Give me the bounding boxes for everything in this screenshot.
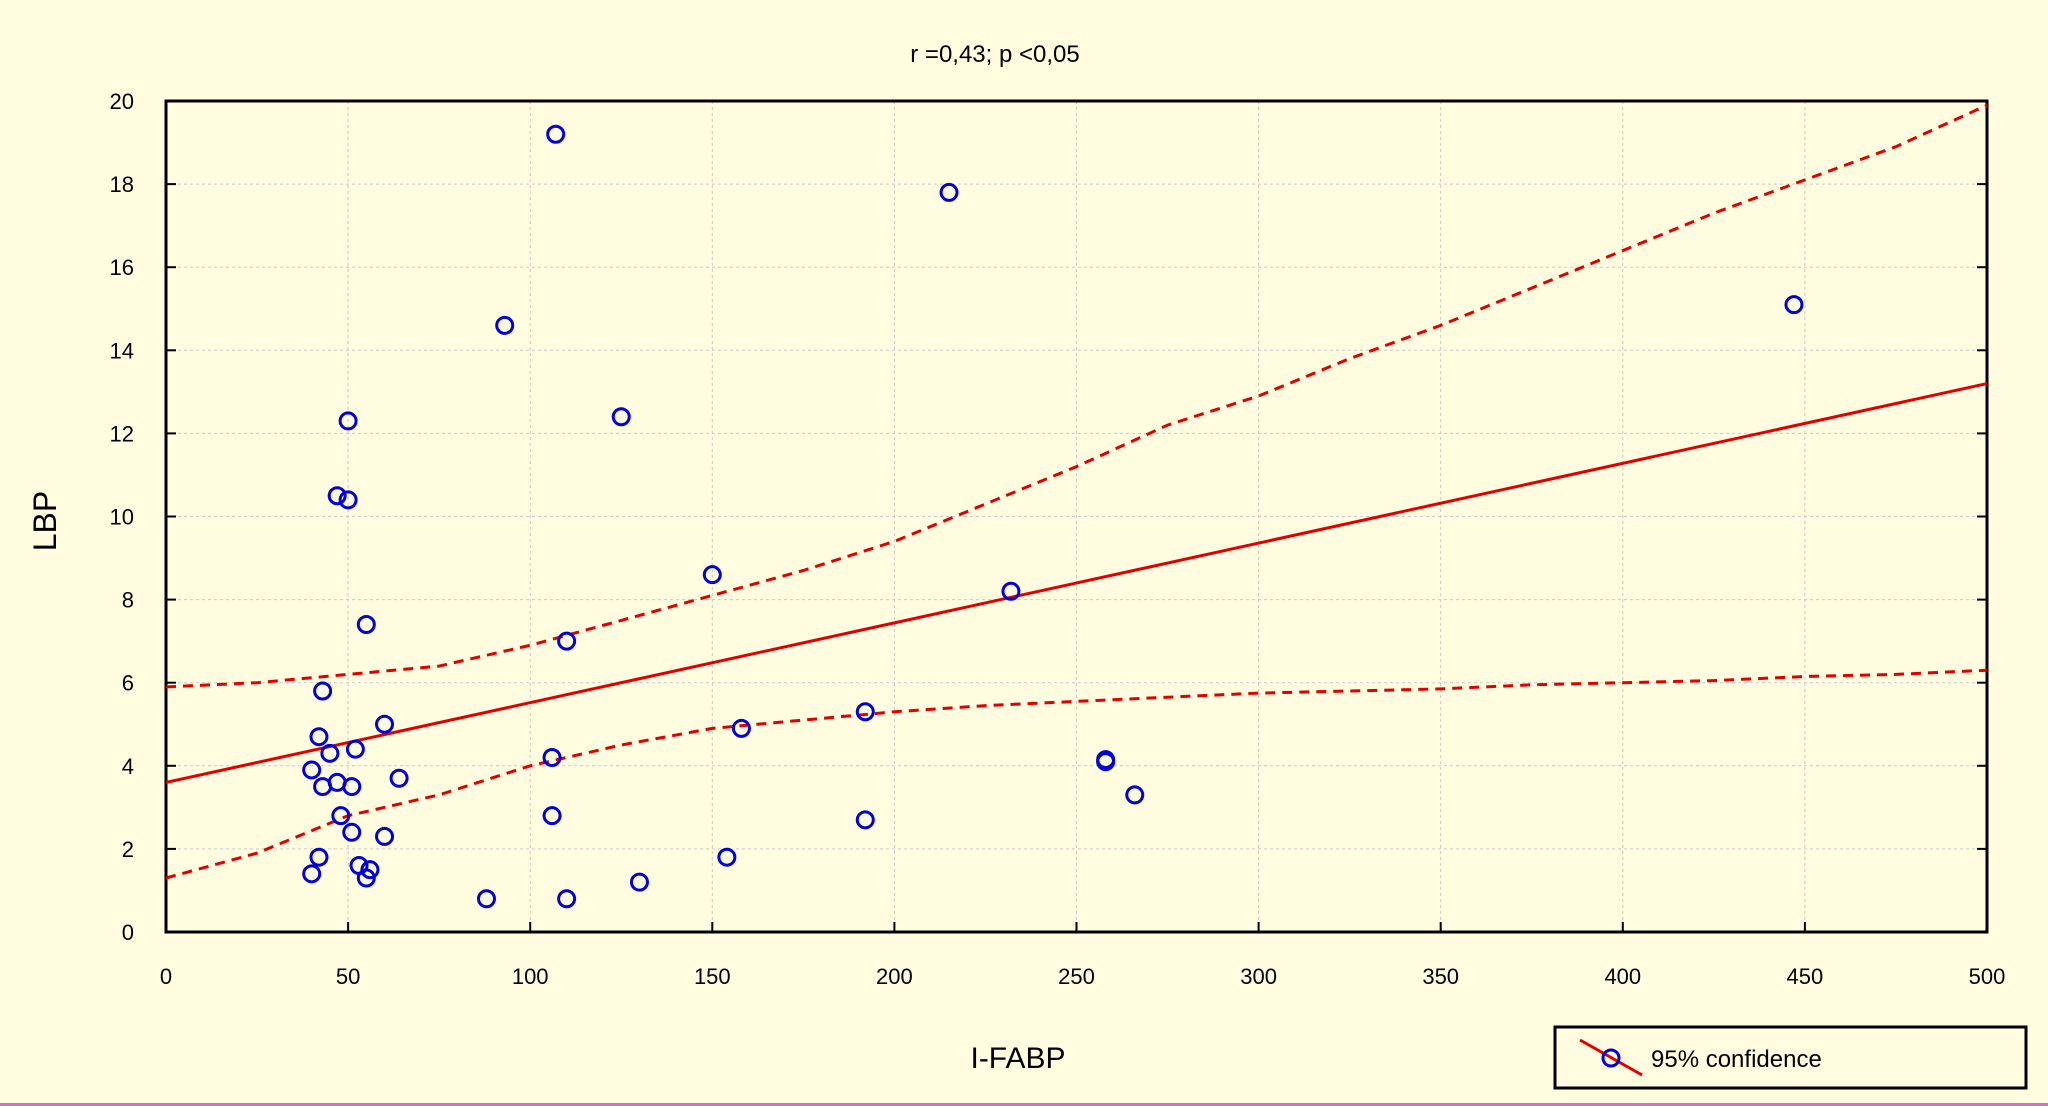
data-point	[611, 407, 631, 427]
data-point	[629, 872, 649, 892]
data-point	[375, 826, 395, 846]
legend-line-swatch	[1579, 1038, 1643, 1077]
x-tick-label: 0	[160, 964, 172, 989]
y-tick-label: 18	[110, 172, 134, 197]
y-tick-label: 14	[110, 338, 134, 363]
data-point	[717, 847, 737, 867]
data-point	[702, 565, 722, 585]
y-tick-label: 12	[110, 421, 134, 446]
x-tick-label: 450	[1787, 964, 1824, 989]
data-point	[855, 810, 875, 830]
legend: 95% confidence	[1553, 1025, 2028, 1090]
data-point	[309, 847, 329, 867]
y-tick-label: 8	[122, 588, 134, 613]
data-point	[1001, 581, 1021, 601]
x-tick-label: 300	[1240, 964, 1277, 989]
y-axis-ticks: 0 2 4 6 8 10 12 14 16 18 20	[110, 89, 1987, 945]
data-point	[331, 806, 351, 826]
data-point	[495, 315, 515, 335]
x-tick-label: 400	[1604, 964, 1641, 989]
chart-title: r =0,43; p <0,05	[910, 41, 1079, 68]
window-bottom-border	[0, 1103, 2048, 1106]
confidence-upper-line	[165, 103, 1988, 689]
regression-line	[165, 382, 1988, 784]
x-axis-ticks: 0 50 100 150 200 250 300 350 400 450 500	[160, 922, 2005, 989]
data-point	[855, 702, 875, 722]
x-axis-label: I-FABP	[970, 1042, 1065, 1075]
x-tick-label: 150	[694, 964, 731, 989]
data-point	[342, 822, 362, 842]
data-point	[356, 868, 376, 888]
data-point	[309, 727, 329, 747]
data-point	[542, 806, 562, 826]
data-point	[345, 739, 365, 759]
y-tick-label: 6	[122, 671, 134, 696]
x-tick-label: 100	[512, 964, 549, 989]
data-points	[302, 124, 1804, 909]
y-tick-label: 10	[110, 505, 134, 530]
legend-label: 95% confidence	[1651, 1046, 1822, 1073]
data-point	[320, 743, 340, 763]
data-point	[356, 615, 376, 635]
data-point	[557, 889, 577, 909]
x-tick-label: 350	[1422, 964, 1459, 989]
data-point	[1125, 785, 1145, 805]
y-tick-label: 0	[122, 920, 134, 945]
y-tick-label: 20	[110, 89, 134, 114]
x-tick-label: 250	[1058, 964, 1095, 989]
data-point	[313, 681, 333, 701]
legend-marker-swatch	[1601, 1048, 1621, 1068]
data-point	[542, 747, 562, 767]
data-point	[557, 631, 577, 651]
y-tick-label: 2	[122, 837, 134, 862]
data-point	[731, 718, 751, 738]
y-tick-label: 16	[110, 255, 134, 280]
y-axis-label: LBP	[27, 491, 63, 551]
x-tick-label: 500	[1969, 964, 2006, 989]
y-tick-label: 4	[122, 754, 134, 779]
grid-lines	[166, 101, 1987, 932]
data-point	[476, 889, 496, 909]
data-point	[338, 490, 358, 510]
data-point	[342, 777, 362, 797]
data-point	[302, 760, 322, 780]
data-point	[375, 714, 395, 734]
x-tick-label: 200	[876, 964, 913, 989]
data-point	[1784, 295, 1804, 315]
data-point	[939, 182, 959, 202]
data-point	[1096, 750, 1116, 770]
legend-box	[1553, 1025, 2028, 1090]
data-point	[313, 777, 333, 797]
data-point	[302, 864, 322, 884]
data-point	[546, 124, 566, 144]
data-point	[338, 411, 358, 431]
data-point	[327, 486, 347, 506]
data-point	[389, 768, 409, 788]
x-tick-label: 50	[336, 964, 360, 989]
